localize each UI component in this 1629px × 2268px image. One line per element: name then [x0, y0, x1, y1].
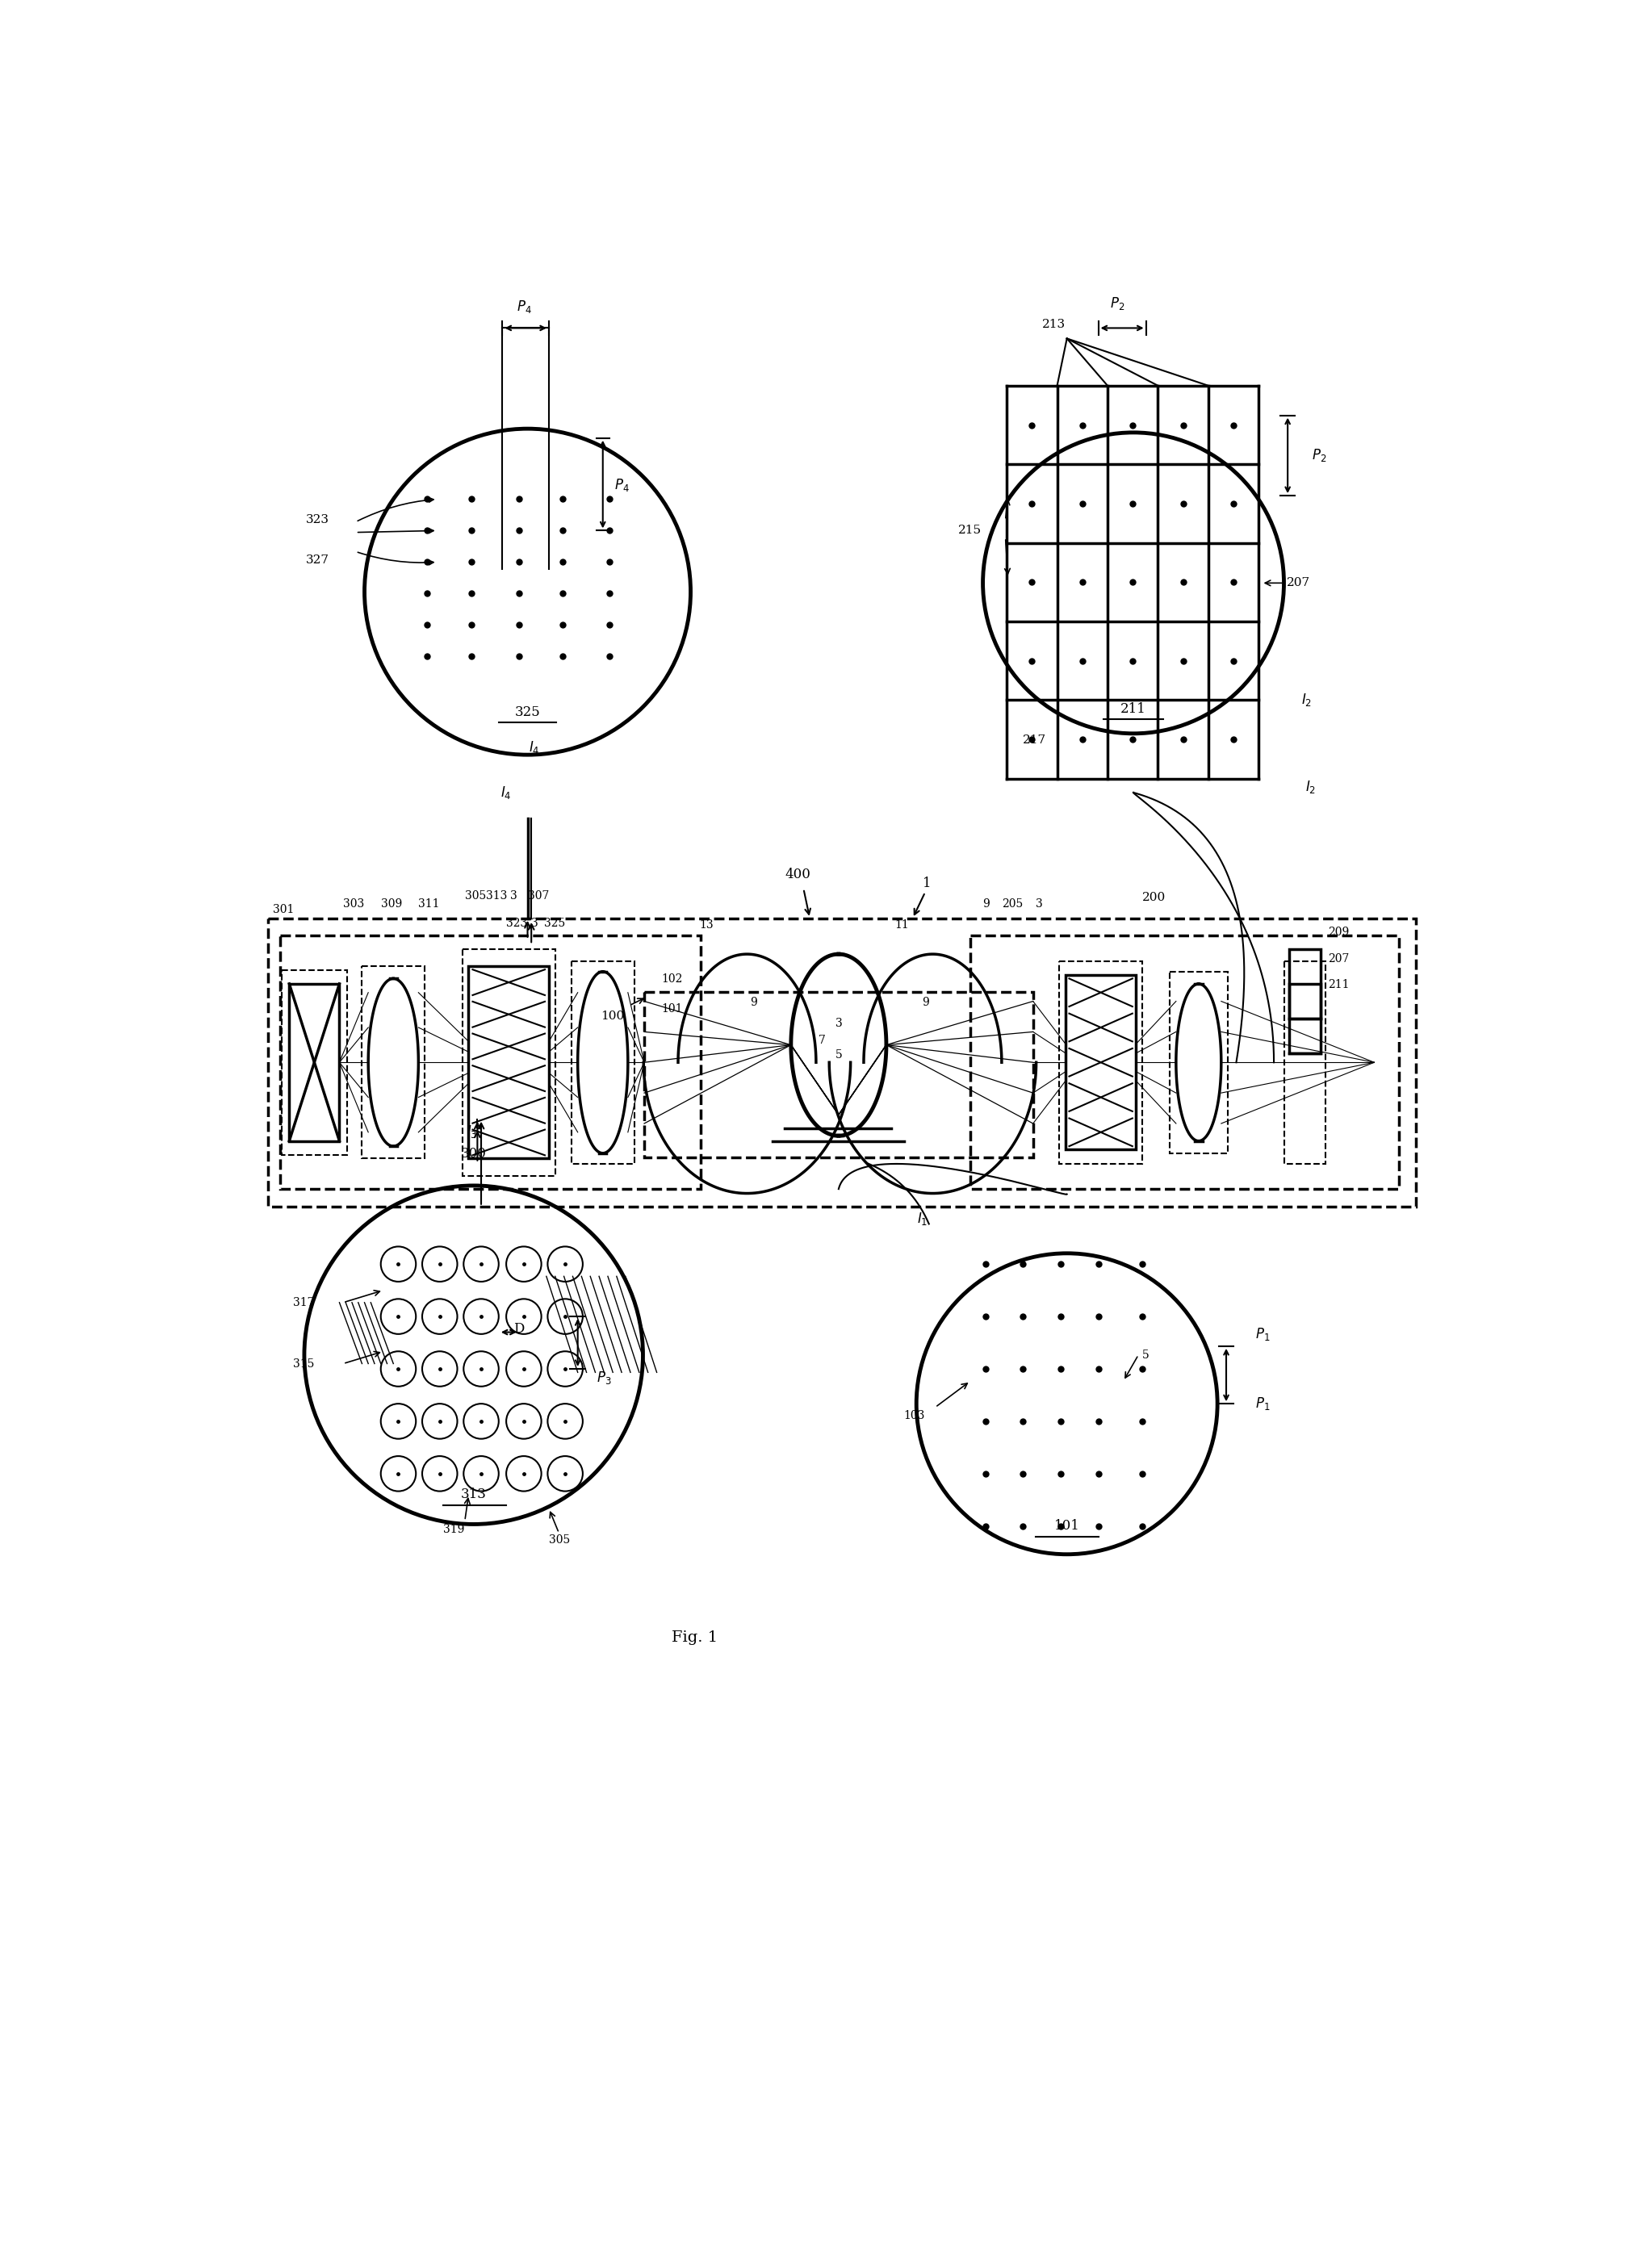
Text: $I_1$: $I_1$: [917, 1211, 929, 1227]
Text: 3: 3: [510, 889, 516, 900]
Text: 323: 323: [306, 515, 329, 526]
Text: 7: 7: [819, 1034, 826, 1046]
Text: $I_3$: $I_3$: [466, 1123, 477, 1139]
Text: 305: 305: [549, 1535, 570, 1547]
Text: 301: 301: [274, 905, 295, 916]
Text: 9: 9: [982, 898, 990, 909]
Text: 313: 313: [485, 889, 508, 900]
Text: 319: 319: [443, 1524, 464, 1535]
Text: $P_2$: $P_2$: [1109, 295, 1124, 311]
Text: $P_4$: $P_4$: [614, 476, 629, 492]
Text: 11: 11: [894, 919, 909, 930]
Text: 5: 5: [1142, 1349, 1148, 1361]
Text: $I_2$: $I_2$: [1302, 692, 1311, 708]
Bar: [280, 937, 700, 1188]
Text: 307: 307: [528, 889, 549, 900]
Text: 211: 211: [1121, 701, 1147, 717]
Bar: [1059, 962, 1142, 1163]
Bar: [1065, 975, 1135, 1150]
Text: D: D: [513, 1322, 525, 1336]
Bar: [1289, 984, 1319, 1055]
Bar: [290, 984, 339, 1141]
Bar: [643, 991, 1033, 1157]
Bar: [267, 919, 1416, 1207]
Text: 13: 13: [699, 919, 714, 930]
Text: 5: 5: [836, 1048, 842, 1059]
Text: $P_2$: $P_2$: [1311, 447, 1326, 463]
Text: 3: 3: [836, 1018, 842, 1030]
Text: 3: 3: [1036, 898, 1043, 909]
Text: 325: 325: [544, 919, 565, 930]
Bar: [362, 966, 425, 1159]
Text: 305: 305: [464, 889, 485, 900]
Text: $P_4$: $P_4$: [516, 299, 531, 315]
Text: 303: 303: [344, 898, 365, 909]
Text: 207: 207: [1287, 578, 1310, 590]
Text: 325: 325: [515, 705, 541, 719]
Bar: [1170, 971, 1228, 1152]
Text: 327: 327: [306, 556, 329, 567]
Text: 213: 213: [1043, 320, 1065, 331]
Bar: [971, 937, 1399, 1188]
Text: 323: 323: [507, 919, 528, 930]
Text: 217: 217: [1023, 735, 1046, 746]
Text: 209: 209: [1328, 928, 1349, 939]
Text: $P_1$: $P_1$: [1254, 1327, 1271, 1343]
Text: 215: 215: [958, 524, 981, 535]
Text: 101: 101: [661, 1002, 683, 1014]
Text: 103: 103: [904, 1411, 925, 1422]
Bar: [1289, 948, 1319, 1018]
Bar: [1284, 962, 1326, 1163]
Bar: [282, 971, 347, 1154]
Text: 200: 200: [1142, 891, 1166, 903]
Text: 317: 317: [293, 1297, 314, 1309]
Text: 9: 9: [749, 996, 757, 1007]
Text: Fig. 1: Fig. 1: [671, 1631, 718, 1644]
Bar: [572, 962, 634, 1163]
Bar: [469, 966, 549, 1159]
Text: $I_4$: $I_4$: [528, 739, 539, 755]
Text: $I_4$: $I_4$: [500, 785, 512, 801]
Text: 102: 102: [661, 973, 683, 984]
Text: 1: 1: [922, 875, 932, 891]
Text: 3: 3: [531, 919, 538, 930]
Text: 315: 315: [293, 1359, 314, 1370]
Text: 207: 207: [1328, 953, 1349, 964]
Text: $P_1$: $P_1$: [1254, 1395, 1271, 1413]
Text: 309: 309: [381, 898, 402, 909]
Text: 211: 211: [1328, 980, 1349, 991]
Bar: [463, 948, 555, 1175]
Text: 313: 313: [461, 1488, 487, 1501]
Text: 9: 9: [922, 996, 929, 1007]
Text: 100: 100: [601, 1012, 624, 1023]
Text: 311: 311: [419, 898, 440, 909]
Text: 205: 205: [1002, 898, 1023, 909]
Text: 300: 300: [461, 1148, 487, 1161]
Text: 101: 101: [1054, 1520, 1080, 1533]
Text: $I_2$: $I_2$: [1305, 780, 1316, 796]
Text: $P_3$: $P_3$: [596, 1370, 611, 1386]
Text: 400: 400: [785, 869, 810, 882]
